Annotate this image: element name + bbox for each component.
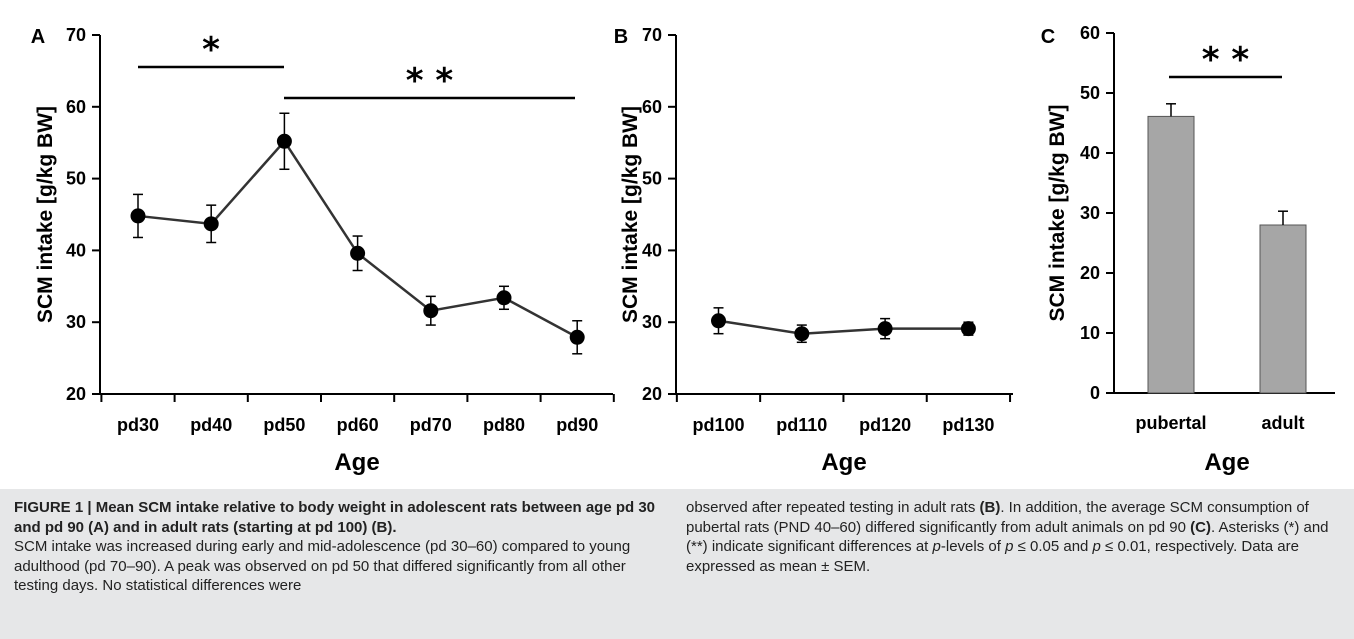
panel-letter: B xyxy=(614,26,628,48)
caption-right-column: observed after repeated testing in adult… xyxy=(686,498,1346,576)
x-tick-label: adult xyxy=(1262,413,1305,433)
y-tick-label: 50 xyxy=(642,169,662,189)
x-axis-title: Age xyxy=(334,449,379,476)
caption-text: . In addition, the average SCM consumpti… xyxy=(686,499,1309,536)
x-tick-label: pd60 xyxy=(337,415,379,435)
x-tick-label: pd50 xyxy=(263,415,305,435)
data-point xyxy=(877,321,893,337)
x-axis-title: Age xyxy=(1204,449,1249,476)
x-tick-label: pd120 xyxy=(859,415,911,435)
y-tick-label: 60 xyxy=(642,97,662,117)
y-tick-label: 50 xyxy=(66,169,86,189)
caption-p-italic: p xyxy=(1092,538,1101,556)
x-tick-label: pd90 xyxy=(556,415,598,435)
x-axis-title: Age xyxy=(821,449,866,476)
y-tick-label: 40 xyxy=(1080,143,1100,163)
data-point xyxy=(711,313,726,329)
x-tick-label: pd70 xyxy=(410,415,452,435)
caption-figure-label: FIGURE 1 | Mean SCM intake relative to b… xyxy=(14,499,656,536)
data-point xyxy=(130,208,146,224)
y-axis-title: SCM intake [g/kg BW] xyxy=(34,106,57,323)
significance-label: * * xyxy=(406,61,454,101)
caption-text: ≤ 0.05 and xyxy=(1013,538,1093,556)
x-tick-label: pd30 xyxy=(117,415,159,435)
x-tick-label: pubertal xyxy=(1135,413,1206,433)
x-tick-label: pd40 xyxy=(190,415,232,435)
figure-caption: FIGURE 1 | Mean SCM intake relative to b… xyxy=(0,489,1354,639)
figure: A 20 30 40 50 60 70 pd30 pd40 pd50 pd60 pd70 pd80 pd9… xyxy=(31,23,1335,476)
x-tick-label: pd110 xyxy=(776,415,827,435)
y-axis-title: SCM intake [g/kg BW] xyxy=(619,106,642,323)
caption-right-body: observed after repeated testing in adult… xyxy=(686,498,1346,576)
y-tick-label: 60 xyxy=(1080,23,1100,43)
data-point xyxy=(203,216,219,232)
y-tick-label: 10 xyxy=(1080,323,1100,343)
y-tick-label: 60 xyxy=(66,97,86,117)
caption-left-body: SCM intake was increased during early an… xyxy=(14,538,631,595)
caption-p-italic: p xyxy=(1005,538,1014,556)
data-point xyxy=(569,329,585,345)
chart-panel-a: A 20 30 40 50 60 70 pd30 pd40 pd50 pd60 pd70 pd80 pd9… xyxy=(31,25,615,476)
y-tick-label: 20 xyxy=(642,384,662,404)
data-point xyxy=(960,321,976,337)
significance-label: * * xyxy=(1202,40,1250,80)
y-tick-label: 70 xyxy=(66,25,86,45)
y-tick-label: 20 xyxy=(1080,263,1100,283)
data-point xyxy=(350,245,366,261)
x-tick-label: pd100 xyxy=(692,415,744,435)
data-point xyxy=(276,133,292,149)
y-tick-label: 70 xyxy=(642,25,662,45)
y-tick-label: 50 xyxy=(1080,83,1100,103)
x-tick-label: pd130 xyxy=(942,415,994,435)
significance-label: * xyxy=(202,30,220,70)
caption-left-column: FIGURE 1 | Mean SCM intake relative to b… xyxy=(14,498,664,596)
caption-text: observed after repeated testing in adult… xyxy=(686,499,980,516)
y-tick-label: 30 xyxy=(1080,203,1100,223)
data-point xyxy=(496,290,512,306)
x-tick-label: pd80 xyxy=(483,415,525,435)
y-tick-label: 0 xyxy=(1090,383,1100,403)
panel-letter: A xyxy=(31,26,45,48)
y-tick-label: 40 xyxy=(642,240,662,260)
caption-ref-b: (B) xyxy=(979,499,1001,516)
y-axis-title: SCM intake [g/kg BW] xyxy=(1046,104,1069,321)
caption-ref-c: (C) xyxy=(1190,518,1211,536)
chart-panel-b: B 20 30 40 50 60 70 pd100 pd110 pd120 pd130 SCM int… xyxy=(614,25,1013,476)
bar xyxy=(1147,115,1195,394)
data-point xyxy=(794,326,810,342)
y-tick-label: 30 xyxy=(66,312,86,332)
caption-text: ≤ 0.01, respectively. Data are expressed… xyxy=(686,538,1299,575)
caption-p-italic: p xyxy=(932,538,941,556)
panel-letter: C xyxy=(1041,26,1055,48)
bar xyxy=(1259,224,1307,394)
series-line xyxy=(718,319,969,335)
y-tick-label: 30 xyxy=(642,312,662,332)
y-tick-label: 40 xyxy=(66,240,86,260)
chart-panel-c: C 0 10 20 30 40 50 60 pubertal adult SCM intake [g… xyxy=(1041,23,1335,476)
caption-text: . Asterisks (*) and (**) indicate signif… xyxy=(686,518,1329,556)
y-tick-label: 20 xyxy=(66,384,86,404)
caption-text: -levels of xyxy=(940,538,1006,556)
data-point xyxy=(423,303,439,319)
